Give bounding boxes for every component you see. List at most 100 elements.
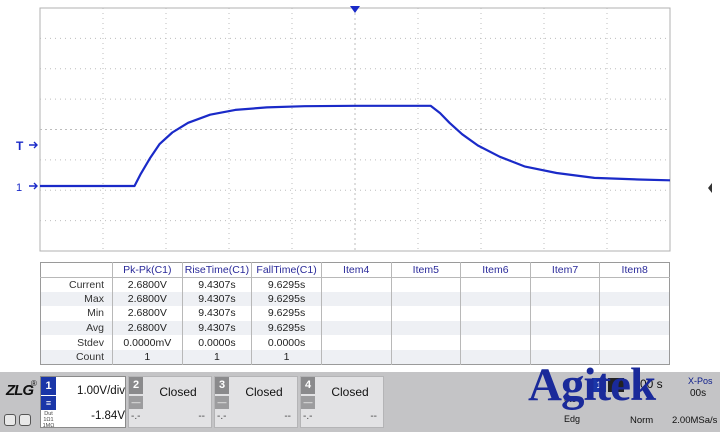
channel3-scale-placeholder: -.- (217, 411, 227, 422)
channel3-state: Closed (245, 385, 283, 399)
value-item4 (320, 306, 391, 321)
sample-rate: 2.00MSa/s (672, 415, 718, 426)
measurement-row-count: Count 1 1 1 (40, 349, 670, 365)
channel2-panel[interactable]: 2 — Closed -.- -- (128, 376, 212, 428)
value-falltime: 9.6295s (251, 291, 322, 307)
value-pkpk: 0.0000mV (112, 335, 183, 350)
channel4-number[interactable]: 4 (301, 377, 315, 394)
value-falltime: 9.6295s (251, 277, 322, 292)
channel1-panel[interactable]: 1 ≡ Dut 1Ω1 1MΩ 1.00V/div -1.84V (40, 376, 126, 429)
value-item6 (460, 320, 531, 336)
channel2-scale-placeholder: -.- (131, 411, 141, 422)
value-item6 (460, 277, 531, 292)
value-risetime: 1 (181, 349, 252, 365)
logo-text: ZLG (6, 382, 34, 399)
value-item5 (390, 335, 461, 350)
row-label: Avg (40, 320, 113, 336)
trigger-source-number[interactable]: 1 (592, 378, 606, 392)
trigger-level-arrow-icon[interactable] (29, 141, 38, 149)
measurement-header-item5[interactable]: Item5 (390, 262, 461, 278)
value-item7 (529, 320, 600, 336)
zoom-icon[interactable] (19, 414, 31, 426)
value-risetime: 9.4307s (181, 320, 252, 336)
timebase-trigger-panel[interactable]: 1 00 s X-Pos 00s uto Edg Norm 2.00MSa/s (560, 372, 720, 432)
channel2-coupling-icon[interactable]: — (129, 396, 143, 409)
measurement-header-item4[interactable]: Item4 (320, 262, 391, 278)
measurement-header-pkpk[interactable]: Pk-Pk(C1) (112, 262, 183, 278)
channel1-number[interactable]: 1 (41, 377, 56, 395)
value-item8 (599, 320, 670, 336)
channel4-panel[interactable]: 4 — Closed -.- -- (300, 376, 384, 428)
channel1-info: Dut 1Ω1 1MΩ (41, 411, 56, 429)
time-value[interactable]: 00 s (640, 377, 663, 391)
value-item4 (320, 335, 391, 350)
measurement-row-avg: Avg 2.6800V 9.4307s 9.6295s (40, 320, 670, 336)
value-item6 (460, 349, 531, 365)
measurement-header-row: Pk-Pk(C1) RiseTime(C1) FallTime(C1) Item… (40, 262, 670, 278)
channel1-ground-label: 1 (16, 182, 22, 194)
channel4-coupling-icon[interactable]: — (301, 396, 315, 409)
settings-icon[interactable] (4, 414, 16, 426)
row-label: Max (40, 291, 113, 307)
channel2-number[interactable]: 2 (129, 377, 143, 394)
channel1-vertical-scale[interactable]: 1.00V/div (77, 385, 125, 397)
trigger-level-label: T (16, 139, 24, 153)
channel1-waveform-trace (40, 104, 671, 188)
value-pkpk: 1 (112, 349, 183, 365)
channel3-number[interactable]: 3 (215, 377, 229, 394)
measurement-row-min: Min 2.6800V 9.4307s 9.6295s (40, 306, 670, 321)
channel1-info-3: 1MΩ (42, 423, 55, 429)
watermark-logo: Agitek (528, 359, 656, 411)
row-label: Current (40, 277, 113, 292)
xpos-label: X-Pos (688, 376, 713, 386)
value-item5 (390, 277, 461, 292)
channel1-info-1: Dut (44, 411, 53, 417)
value-item4 (320, 320, 391, 336)
time-div-value[interactable]: 00s (690, 388, 707, 399)
channel2-state: Closed (159, 385, 197, 399)
value-item4 (320, 291, 391, 307)
measurement-header-risetime[interactable]: RiseTime(C1) (181, 262, 252, 278)
trigger-type[interactable]: Edg (564, 414, 581, 424)
brand-logo: ZLG ® (4, 376, 38, 428)
value-falltime: 0.0000s (251, 335, 322, 350)
value-item7 (529, 277, 600, 292)
measurement-header-falltime[interactable]: FallTime(C1) (251, 262, 322, 278)
channel3-offset-placeholder: -- (284, 411, 291, 422)
measurement-header-item7[interactable]: Item7 (529, 262, 600, 278)
value-item8 (599, 306, 670, 321)
channel4-scale-placeholder: -.- (303, 411, 313, 422)
side-panel-collapse-icon[interactable] (708, 183, 712, 193)
value-item7 (529, 349, 600, 365)
measurement-header-item8[interactable]: Item8 (599, 262, 670, 278)
value-item7 (529, 291, 600, 307)
channel3-coupling-icon[interactable]: — (215, 396, 229, 409)
logo-registered-mark: ® (31, 379, 37, 388)
value-item4 (320, 277, 391, 292)
trigger-slope-icon[interactable] (608, 378, 624, 392)
waveform-display[interactable]: T 1 (0, 0, 720, 258)
channel1-vertical-offset[interactable]: -1.84V (91, 410, 125, 422)
trigger-mode[interactable]: uto (564, 394, 577, 404)
value-pkpk: 2.6800V (112, 306, 183, 321)
value-risetime: 9.4307s (181, 291, 252, 307)
value-item5 (390, 306, 461, 321)
channel3-panel[interactable]: 3 — Closed -.- -- (214, 376, 298, 428)
channel4-offset-placeholder: -- (370, 411, 377, 422)
channel4-state: Closed (331, 385, 369, 399)
measurement-table: Pk-Pk(C1) RiseTime(C1) FallTime(C1) Item… (40, 262, 670, 365)
trigger-position-marker[interactable] (350, 6, 360, 13)
measurement-row-stdev: Stdev 0.0000mV 0.0000s 0.0000s (40, 335, 670, 350)
measurement-header-item6[interactable]: Item6 (460, 262, 531, 278)
measurement-row-current: Current 2.6800V 9.4307s 9.6295s (40, 277, 670, 292)
measurement-header-blank (40, 262, 113, 278)
graticule-grid (40, 8, 670, 251)
value-item6 (460, 306, 531, 321)
row-label: Min (40, 306, 113, 321)
channel1-coupling-icon[interactable]: ≡ (41, 396, 56, 410)
channel1-info-2: 1Ω1 (43, 417, 54, 423)
value-item4 (320, 349, 391, 365)
channel1-ground-arrow-icon[interactable] (29, 182, 38, 190)
acquisition-mode[interactable]: Norm (630, 415, 654, 426)
value-item8 (599, 335, 670, 350)
